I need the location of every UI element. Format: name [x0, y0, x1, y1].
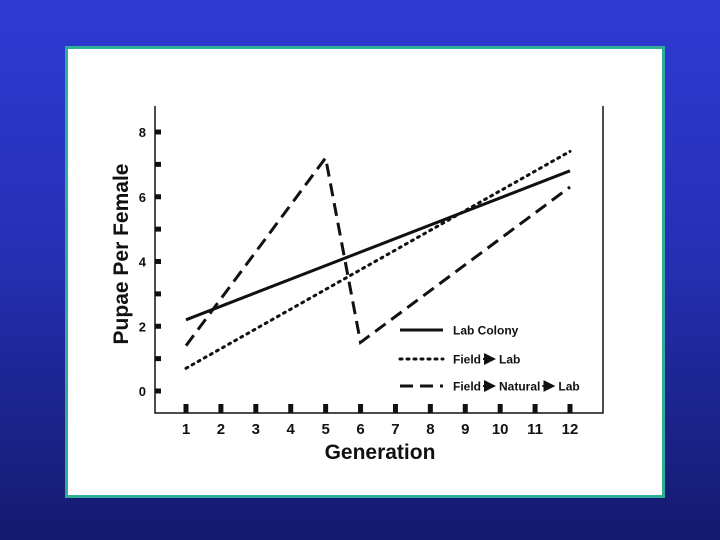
y-tick-label-8: 8 — [139, 125, 146, 140]
legend-label-1-1: Lab Colony — [453, 324, 519, 338]
x-tick-label-8: 8 — [426, 421, 434, 438]
y-tick-2 — [155, 323, 161, 329]
y-minor-tick — [155, 356, 161, 362]
x-tick-label-3: 3 — [252, 421, 260, 438]
x-tick-7 — [392, 404, 398, 413]
x-tick-label-5: 5 — [321, 421, 329, 438]
x-tick-label-10: 10 — [492, 421, 509, 438]
x-tick-12 — [567, 404, 573, 413]
y-minor-tick — [155, 291, 161, 297]
x-tick-10 — [497, 404, 503, 413]
legend-label-3-3: Lab — [558, 380, 579, 394]
x-tick-label-1: 1 — [182, 421, 190, 438]
x-tick-label-11: 11 — [527, 421, 543, 438]
y-tick-label-4: 4 — [139, 255, 147, 270]
y-axis-ticks: 0 2 4 6 8 — [139, 125, 161, 399]
y-tick-4 — [155, 259, 161, 264]
x-tick-2 — [218, 404, 224, 413]
series-line-3 — [184, 154, 571, 347]
x-tick-9 — [462, 404, 468, 413]
legend-label-2-1: Field — [453, 353, 481, 367]
x-tick-6 — [358, 404, 364, 413]
legend: Lab Colony Field Lab Field Natural Lab — [398, 324, 580, 394]
y-tick-label-6: 6 — [139, 190, 146, 205]
x-tick-label-4: 4 — [287, 421, 296, 438]
y-minor-tick — [155, 226, 161, 232]
x-tick-label-9: 9 — [461, 421, 469, 438]
y-tick-8 — [155, 129, 161, 135]
series-layer — [184, 149, 572, 370]
x-tick-1 — [183, 404, 189, 413]
legend-label-3-2: Natural — [499, 380, 540, 394]
x-tick-4 — [288, 404, 294, 413]
y-axis-label: Pupae Per Female — [110, 164, 133, 345]
x-tick-label-7: 7 — [391, 421, 399, 438]
y-tick-label-0: 0 — [139, 384, 146, 399]
legend-label-3-1: Field — [453, 380, 481, 394]
x-axis-ticks: 1 2 3 4 5 6 7 8 9 10 11 12 — [182, 404, 579, 438]
x-tick-8 — [427, 404, 433, 413]
x-tick-label-6: 6 — [356, 421, 364, 438]
y-tick-0 — [155, 388, 161, 394]
x-axis-label: Generation — [325, 441, 436, 464]
y-minor-tick — [155, 161, 161, 167]
y-tick-6 — [155, 194, 161, 200]
series-line-1 — [185, 169, 571, 322]
y-tick-label-2: 2 — [139, 319, 146, 334]
plot-frame — [154, 106, 604, 414]
x-tick-5 — [323, 404, 329, 413]
legend-label-2-2: Lab — [499, 353, 520, 367]
x-tick-3 — [253, 404, 259, 413]
x-tick-label-2: 2 — [217, 421, 225, 438]
x-tick-11 — [532, 404, 538, 413]
x-tick-label-12: 12 — [562, 421, 579, 438]
